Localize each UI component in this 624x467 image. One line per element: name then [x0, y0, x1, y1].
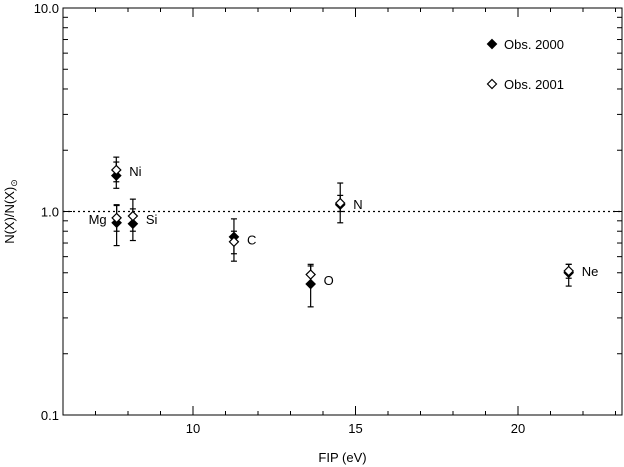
element-label: Ne	[582, 264, 599, 279]
marker-obs-2001	[563, 265, 575, 277]
x-axis-ticks: 10 15 20	[62, 8, 616, 436]
element-label: N	[353, 197, 362, 212]
legend-label: Obs. 2001	[504, 77, 564, 92]
marker-obs-2000	[110, 170, 122, 182]
legend-marker	[486, 78, 498, 90]
marker-obs-2001	[127, 210, 139, 222]
y-axis-label-subscript: ⊙	[9, 179, 19, 187]
marker-obs-2001	[334, 197, 346, 209]
y-axis-label-main: N(X)/N(X)	[2, 187, 17, 244]
element-label: Ni	[129, 164, 141, 179]
x-axis-label: FIP (eV)	[318, 450, 366, 465]
x-tick-label: 15	[348, 421, 362, 436]
error-bars	[113, 156, 572, 308]
element-labels: Ni Mg Si C O N Ne	[89, 164, 599, 288]
marker-obs-2000	[305, 278, 316, 290]
y-axis-label: N(X)/N(X)⊙	[2, 179, 19, 244]
element-label: Si	[146, 212, 158, 227]
marker-obs-2001	[228, 236, 240, 248]
data-markers	[110, 164, 575, 290]
legend-label: Obs. 2000	[504, 37, 564, 52]
element-label: O	[324, 273, 334, 288]
element-label: Mg	[89, 212, 107, 227]
x-tick-label: 10	[186, 421, 200, 436]
y-tick-label: 1.0	[41, 205, 59, 220]
y-tick-label: 0.1	[41, 408, 59, 423]
marker-obs-2000	[127, 218, 139, 230]
y-tick-label: 10.0	[34, 1, 59, 16]
marker-obs-2001	[111, 212, 122, 224]
y-axis-ticks: 0.1 1.0 10.0	[34, 1, 622, 423]
element-label: C	[247, 232, 256, 247]
legend-marker	[486, 38, 498, 50]
marker-obs-2001	[305, 269, 316, 280]
marker-obs-2001	[110, 164, 122, 176]
x-tick-label: 20	[511, 421, 525, 436]
legend: Obs. 2000 Obs. 2001	[486, 37, 564, 92]
